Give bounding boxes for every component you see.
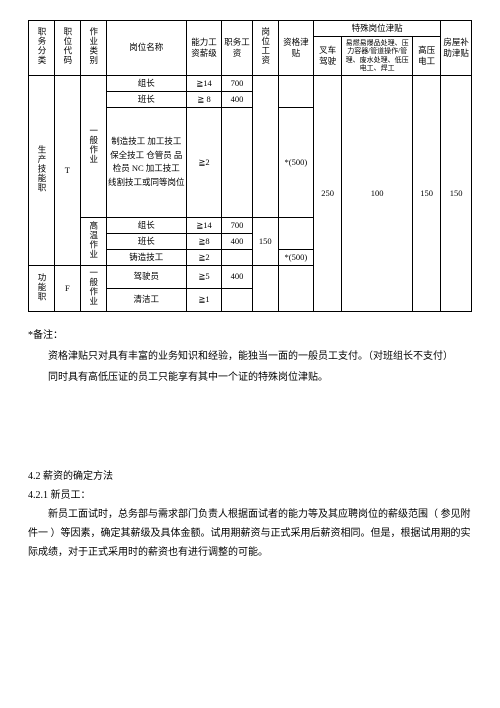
- lvl: ≧14: [186, 75, 221, 91]
- lvl: ≧8: [186, 233, 221, 249]
- notes-title: *备注：: [28, 326, 472, 345]
- pos-wage: 150: [252, 217, 278, 265]
- pos-name: 驾驶员: [106, 265, 186, 288]
- poswage-empty: [252, 265, 278, 311]
- lvl: ≧14: [186, 217, 221, 233]
- hdr-house-allow: 房屋补助津贴: [441, 21, 472, 76]
- code-f: F: [54, 265, 80, 311]
- qual: *(500): [278, 107, 313, 217]
- code-t: T: [54, 75, 80, 265]
- duty: 700: [222, 75, 253, 91]
- work-hightemp: 高温作业: [80, 217, 106, 265]
- cat-prod-skill: 生产技能职: [29, 75, 55, 265]
- duty: 400: [222, 265, 253, 288]
- notes-block: *备注： 资格津贴只对具有丰富的业务知识和经验，能独当一面的一般员工支付。（对班…: [28, 326, 472, 387]
- duty: 400: [222, 233, 253, 249]
- hdr-position: 岗位名称: [106, 21, 186, 76]
- section-42: 4.2 薪资的确定方法: [28, 467, 472, 486]
- duty-empty: [222, 249, 253, 265]
- pos-name: 组长: [106, 75, 186, 91]
- work-general-1: 一般作业: [80, 75, 106, 217]
- notes-line-2: 同时具有高低压证的员工只能享有其中一个证的特殊岗位津贴。: [28, 368, 472, 387]
- body-para-1: 新员工面试时，总务部与需求部门负责人根据面试者的能力等及其应聘岗位的薪级范围（ …: [28, 505, 472, 562]
- hdr-job-code: 职位代码: [54, 21, 80, 76]
- hdr-work-type: 作业类别: [80, 21, 106, 76]
- duty-empty: [222, 288, 253, 311]
- lvl: ≧2: [186, 107, 221, 217]
- pos-name: 清洁工: [106, 288, 186, 311]
- poswage-empty: [252, 75, 278, 217]
- lvl: ≧1: [186, 288, 221, 311]
- hdr-qual-allow: 资格津贴: [278, 21, 313, 76]
- sp-highvolt: 150: [413, 75, 441, 311]
- salary-table: 职务分类 职位代码 作业类别 岗位名称 能力工资薪级 职务工资 岗位工资 资格津…: [28, 20, 472, 312]
- hdr-duty-wage: 职务工资: [222, 21, 253, 76]
- sp-house: 150: [441, 75, 472, 311]
- hdr-pos-wage: 岗位工资: [252, 21, 278, 76]
- cat-function: 功能职: [29, 265, 55, 311]
- lvl: ≧ 8: [186, 91, 221, 107]
- notes-line-1: 资格津贴只对具有丰富的业务知识和经验，能独当一面的一般员工支付。（对班组长不支付…: [28, 347, 472, 366]
- hdr-ability-wage: 能力工资薪级: [186, 21, 221, 76]
- qual: *(500): [278, 249, 313, 265]
- qual-empty: [278, 217, 313, 249]
- hdr-forklift: 叉车驾驶: [314, 37, 342, 76]
- pos-name-multi: 制造技工 加工技工 保全技工 仓管员 品检员 NC 加工技工 线割技工或同等岗位: [106, 107, 186, 217]
- duty-empty: [222, 107, 253, 217]
- pos-name: 班长: [106, 91, 186, 107]
- qual-empty: [278, 75, 313, 107]
- qual-empty: [278, 265, 313, 311]
- header-row-1: 职务分类 职位代码 作业类别 岗位名称 能力工资薪级 职务工资 岗位工资 资格津…: [29, 21, 472, 37]
- sp-hazard: 100: [342, 75, 413, 311]
- hdr-hazard: 易燃易爆品处理、压力容器/管道操作/管理、废水处理、低压电工、焊工: [342, 37, 413, 76]
- lvl: ≧5: [186, 265, 221, 288]
- duty: 700: [222, 217, 253, 233]
- lvl: ≧2: [186, 249, 221, 265]
- section-421: 4.2.1 新员工：: [28, 486, 472, 505]
- duty: 400: [222, 91, 253, 107]
- work-general-2: 一般作业: [80, 265, 106, 311]
- hdr-job-cat: 职务分类: [29, 21, 55, 76]
- hdr-special: 特殊岗位津贴: [314, 21, 441, 37]
- sp-forklift: 250: [314, 75, 342, 311]
- hdr-highvolt: 高压电工: [413, 37, 441, 76]
- pos-name: 班长: [106, 233, 186, 249]
- pos-name: 组长: [106, 217, 186, 233]
- pos-name: 铸造技工: [106, 249, 186, 265]
- table-row: 生产技能职 T 一般作业 组长 ≧14 700 250 100 150 150: [29, 75, 472, 91]
